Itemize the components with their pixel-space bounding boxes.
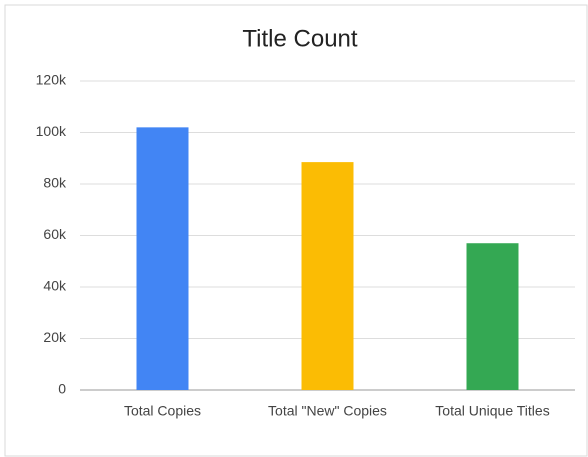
x-tick-label: Total Unique Titles xyxy=(435,403,549,419)
chart-title: Title Count xyxy=(242,25,357,52)
y-tick-label: 20k xyxy=(43,329,67,345)
y-tick-label: 40k xyxy=(43,278,67,294)
bar xyxy=(466,243,519,390)
x-tick-label: Total Copies xyxy=(124,403,201,419)
bar xyxy=(301,162,354,390)
y-tick-label: 100k xyxy=(36,123,67,139)
bar xyxy=(136,127,189,390)
y-tick-label: 80k xyxy=(43,175,67,191)
y-tick-label: 60k xyxy=(43,226,67,242)
y-tick-label: 0 xyxy=(58,381,66,397)
y-tick-label: 120k xyxy=(36,72,67,88)
x-tick-label: Total "New" Copies xyxy=(268,403,387,419)
